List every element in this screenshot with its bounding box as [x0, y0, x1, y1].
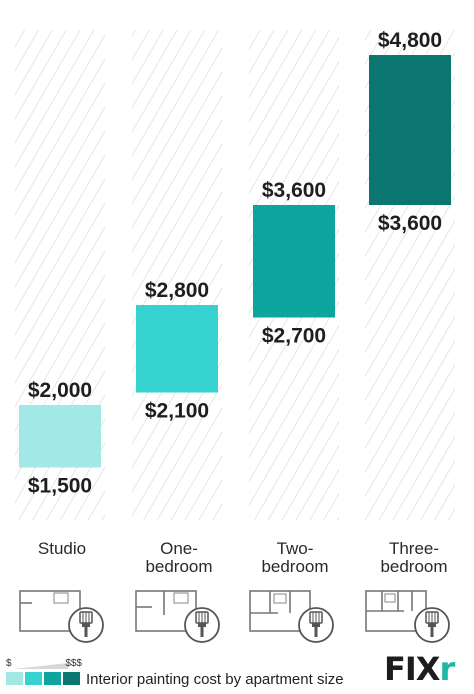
- low-value-label-studio: $1,500: [28, 475, 92, 498]
- chart: $2,000 $1,500 $2,800 $2,100 $3,600 $2,700 $4,8…: [15, 29, 455, 520]
- high-value-label-one-bedroom: $2,800: [145, 279, 209, 302]
- floor-plan-icon-two-bedroom: [249, 590, 334, 643]
- category-label-studio: Studio: [37, 539, 87, 558]
- range-bar-three-bedroom: [369, 55, 451, 205]
- floor-plan-icon-three-bedroom: [365, 590, 450, 643]
- low-value-label-one-bedroom: $2,100: [145, 400, 209, 423]
- legend-swatch-4: [63, 672, 80, 685]
- category-label-one-bedroom: One-bedroom: [145, 539, 213, 576]
- range-bar-two-bedroom: [253, 205, 335, 318]
- low-value-label-three-bedroom: $3,600: [378, 212, 442, 235]
- legend-max-label: $$$: [65, 658, 82, 669]
- legend-swatch-3: [44, 672, 61, 685]
- chart-caption: Interior painting cost by apartment size: [86, 671, 344, 688]
- range-bar-one-bedroom: [136, 305, 218, 393]
- low-value-label-two-bedroom: $2,700: [262, 325, 326, 348]
- legend-min-label: $: [6, 658, 12, 669]
- logo-main: FIX: [384, 650, 440, 688]
- legend-swatch-1: [6, 672, 23, 685]
- cost-legend: $ $$$: [6, 658, 82, 688]
- fixr-logo: FIXr: [384, 650, 455, 688]
- high-value-label-two-bedroom: $3,600: [262, 179, 326, 202]
- legend-swatches: [6, 672, 80, 685]
- paint-brush-icon: [298, 607, 334, 643]
- high-value-label-three-bedroom: $4,800: [378, 29, 442, 52]
- category-label-two-bedroom: Two-bedroom: [261, 539, 329, 576]
- legend-ramp: [14, 663, 68, 669]
- column-background-one-bedroom: [132, 30, 222, 520]
- high-value-label-studio: $2,000: [28, 379, 92, 402]
- category-label-three-bedroom: Three-bedroom: [380, 539, 448, 576]
- range-bar-studio: [19, 405, 101, 468]
- floor-plan-icon-studio: [19, 590, 104, 643]
- paint-brush-icon: [68, 607, 104, 643]
- paint-brush-icon: [184, 607, 220, 643]
- paint-brush-icon: [414, 607, 450, 643]
- legend-swatch-2: [25, 672, 42, 685]
- logo-accent: r: [439, 650, 455, 688]
- floor-plan-icon-one-bedroom: [135, 590, 220, 643]
